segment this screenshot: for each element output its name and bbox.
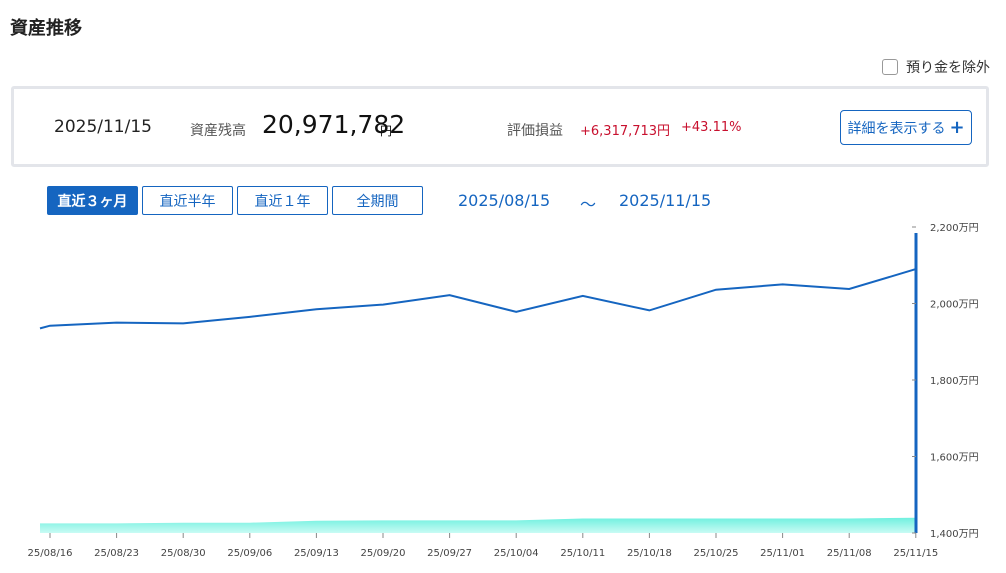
plus-icon: +	[949, 116, 965, 138]
profit-loss-rate: +43.11%	[681, 120, 742, 135]
x-tick-label: 25/10/18	[627, 548, 672, 559]
range-end-date: 2025/11/15	[619, 191, 712, 210]
range-separator: ～	[580, 195, 597, 214]
y-tick-label: 1,400万円	[930, 529, 979, 540]
period-6-months-button[interactable]: 直近半年	[142, 186, 233, 215]
x-tick-label: 25/11/15	[893, 548, 938, 559]
show-details-label: 詳細を表示する	[847, 120, 946, 137]
profit-loss-value: +6,317,713円	[580, 124, 671, 139]
balance-value: 20,971,782	[262, 110, 406, 139]
period-1-year-button[interactable]: 直近１年	[237, 186, 328, 215]
balance-unit: 円	[380, 124, 393, 138]
asset-line-series	[39, 268, 917, 330]
page-title: 資産推移	[10, 18, 82, 39]
exclude-deposit-checkbox[interactable]	[882, 59, 898, 75]
x-tick-label: 25/09/13	[294, 548, 339, 559]
y-tick-label: 2,200万円	[930, 223, 979, 234]
y-tick-label: 1,800万円	[930, 376, 979, 387]
x-tick-label: 25/09/27	[427, 548, 472, 559]
profit-loss-label: 評価損益	[507, 123, 563, 139]
balance-label: 資産残高	[190, 123, 246, 139]
x-tick-label: 25/08/16	[28, 548, 73, 559]
x-tick-label: 25/10/11	[560, 548, 605, 559]
period-3-months-button[interactable]: 直近３ヶ月	[47, 186, 138, 215]
x-tick-label: 25/10/04	[494, 548, 539, 559]
x-tick-label: 25/08/30	[161, 548, 206, 559]
x-tick-label: 25/11/01	[760, 548, 805, 559]
y-tick-label: 2,000万円	[930, 300, 979, 311]
exclude-deposit-label: 預り金を除外	[906, 60, 990, 76]
x-tick-label: 25/08/23	[94, 548, 139, 559]
x-tick-label: 25/11/08	[827, 548, 872, 559]
x-tick-label: 25/10/25	[694, 548, 739, 559]
deposit-area-series	[40, 517, 916, 533]
asset-summary-panel: 2025/11/15 資産残高 20,971,782 円 評価損益 +6,317…	[11, 86, 989, 167]
exclude-deposit-toggle[interactable]: 預り金を除外	[882, 57, 990, 77]
period-all-button[interactable]: 全期間	[332, 186, 423, 215]
summary-date: 2025/11/15	[54, 117, 152, 137]
show-details-button[interactable]: 詳細を表示する +	[840, 110, 972, 145]
y-tick-label: 1,600万円	[930, 453, 979, 464]
range-start-date: 2025/08/15	[458, 191, 551, 210]
x-tick-label: 25/09/20	[361, 548, 406, 559]
x-tick-label: 25/09/06	[227, 548, 272, 559]
